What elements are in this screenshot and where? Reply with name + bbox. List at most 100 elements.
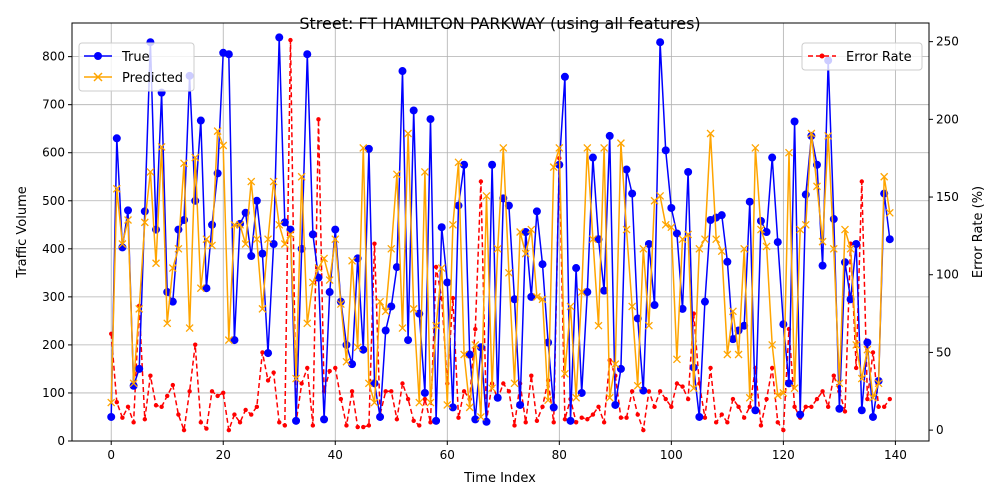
data-point: [428, 420, 433, 425]
data-point: [124, 206, 133, 215]
data-point: [577, 288, 586, 297]
data-point: [807, 129, 816, 138]
data-point: [566, 416, 575, 425]
data-point: [163, 319, 172, 328]
data-point: [224, 50, 233, 59]
data-point: [633, 381, 642, 390]
data-point: [153, 403, 159, 408]
data-point: [437, 264, 446, 272]
data-point: [409, 304, 418, 313]
data-point: [146, 167, 155, 176]
data-point: [364, 144, 373, 153]
data-point: [221, 390, 226, 396]
data-point: [600, 286, 609, 295]
data-point: [831, 373, 836, 378]
data-point: [191, 196, 200, 205]
data-point: [551, 420, 556, 425]
data-point: [725, 420, 730, 425]
data-point: [366, 423, 372, 428]
data-point: [734, 350, 743, 359]
data-point: [409, 106, 418, 115]
data-point: [275, 33, 284, 42]
data-point: [372, 241, 377, 246]
data-point: [292, 374, 301, 383]
data-point: [249, 412, 254, 417]
data-point: [247, 177, 256, 186]
data-point: [187, 389, 192, 394]
y-ticks: 0 100 200 300 400 500 600 700 800: [42, 50, 72, 448]
data-point: [202, 235, 211, 244]
data-point: [885, 208, 894, 217]
data-point: [280, 218, 289, 227]
data-point: [868, 412, 877, 421]
data-point: [465, 350, 474, 359]
data-point: [820, 389, 825, 394]
data-point: [880, 172, 889, 181]
data-point: [809, 404, 814, 410]
legend-predicted-marker: [93, 72, 103, 82]
data-point: [672, 355, 681, 364]
data-point: [566, 302, 575, 311]
data-point: [471, 415, 480, 424]
data-point: [308, 278, 317, 287]
data-point: [835, 379, 844, 388]
data-point: [387, 244, 396, 253]
data-point: [516, 400, 525, 409]
data-point: [338, 396, 344, 402]
series-predicted: [107, 127, 894, 421]
data-point: [398, 324, 407, 333]
data-point: [544, 396, 553, 405]
data-point: [695, 244, 704, 253]
data-point: [460, 350, 469, 359]
data-point: [254, 404, 260, 410]
data-point: [181, 427, 187, 433]
data-point: [842, 409, 848, 414]
data-point: [751, 143, 760, 152]
data-point: [616, 139, 625, 148]
data-point: [885, 235, 894, 244]
data-point: [680, 384, 685, 389]
data-point: [118, 240, 127, 248]
data-point: [717, 211, 726, 220]
chart-title: Street: FT HAMILTON PARKWAY (using all f…: [299, 14, 700, 33]
data-point: [353, 343, 362, 352]
data-point: [764, 396, 769, 402]
data-point: [320, 254, 329, 263]
data-point: [370, 398, 379, 407]
data-point: [252, 235, 261, 244]
data-point: [135, 304, 144, 313]
y-tick-label: 600: [42, 146, 65, 160]
data-point: [825, 404, 831, 410]
data-point: [282, 423, 288, 428]
data-point: [781, 427, 786, 433]
data-point: [331, 235, 340, 244]
y-tick-label: 200: [42, 338, 65, 352]
data-point: [719, 412, 724, 417]
data-point: [684, 230, 693, 239]
data-point: [865, 396, 870, 402]
data-point: [131, 420, 136, 425]
data-point: [814, 396, 820, 402]
data-point: [510, 295, 519, 304]
y-tick-label: 700: [42, 98, 65, 112]
data-point: [454, 158, 463, 167]
data-point: [174, 225, 183, 234]
data-point: [359, 143, 368, 152]
data-point: [180, 159, 188, 168]
data-point: [292, 416, 301, 425]
data-point: [618, 415, 624, 420]
data-point: [512, 423, 517, 428]
data-point: [700, 235, 709, 244]
data-point: [685, 396, 691, 402]
data-point: [213, 127, 222, 136]
data-point: [370, 379, 379, 388]
data-point: [501, 381, 506, 386]
data-point: [415, 398, 424, 407]
data-point: [394, 417, 400, 422]
data-point: [398, 67, 407, 76]
data-point: [846, 295, 855, 304]
data-point: [881, 404, 887, 410]
data-point: [656, 38, 665, 47]
data-point: [202, 284, 211, 293]
data-point: [824, 131, 833, 140]
